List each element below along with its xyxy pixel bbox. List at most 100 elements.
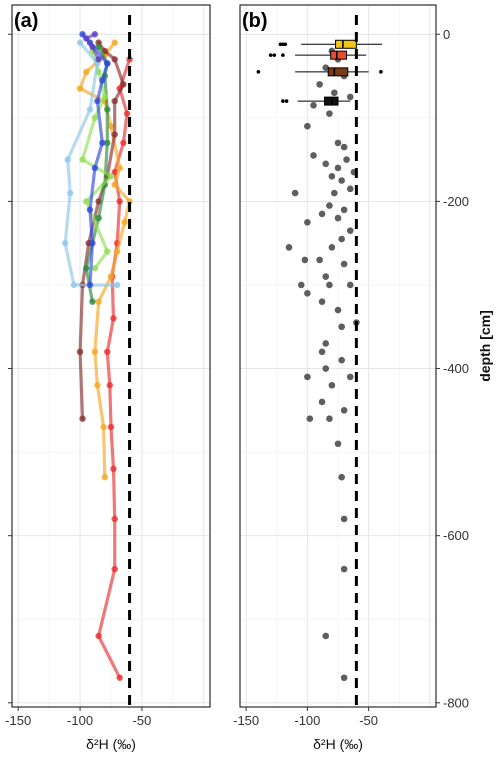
series-1-point [116, 198, 123, 205]
panel-label: (b) [242, 10, 268, 32]
x-tick-label: -50 [133, 713, 152, 728]
series-3-point [111, 97, 118, 105]
series-1-point [111, 515, 118, 523]
series-3-point [76, 348, 84, 356]
series-6-point [66, 189, 74, 197]
data-point [346, 185, 354, 193]
series-1-point [110, 465, 117, 473]
boxplot-outlier [256, 70, 261, 74]
series-2-point [101, 473, 109, 481]
series-6-point [64, 156, 71, 163]
boxplot-outlier [379, 70, 383, 74]
data-point [340, 260, 348, 268]
series-3-point [111, 56, 118, 63]
data-point [310, 101, 317, 109]
series-3-point [111, 131, 118, 138]
series-4-point [83, 265, 90, 272]
series-1-point [106, 382, 113, 389]
series-4-point [89, 298, 96, 305]
boxplot-outlier [268, 53, 273, 57]
series-8-point [95, 56, 102, 63]
x-tick-label: -150 [233, 713, 259, 728]
data-point [304, 290, 311, 297]
panel-b: -150 -100 -50 0 -200 -400 -600 -800 δ²H (‰) depth… [233, 4, 493, 752]
series-1-point [126, 56, 133, 63]
series-2-point [100, 423, 107, 431]
data-point [304, 122, 311, 130]
data-point [326, 415, 333, 422]
series-5-point [91, 265, 99, 272]
data-point [343, 156, 350, 163]
boxplot-box [330, 50, 348, 60]
data-point [334, 214, 342, 222]
series-line-6 [63, 41, 119, 287]
series-2-point [107, 273, 115, 280]
series-3-point [79, 415, 86, 422]
data-point [318, 298, 326, 305]
x-tick-label: -100 [67, 713, 93, 728]
data-point [322, 365, 330, 372]
x-axis-title: δ²H (‰) [86, 736, 136, 752]
series-2-point [83, 68, 90, 76]
series-1-point [120, 139, 127, 147]
data-point [340, 143, 348, 151]
data-point [304, 218, 311, 226]
data-point [322, 273, 330, 280]
series-4-point [95, 214, 102, 222]
data-point [326, 281, 333, 289]
series-7-point [99, 77, 106, 84]
data-point [346, 93, 354, 101]
data-point [285, 244, 293, 251]
series-2-point [91, 348, 99, 356]
series-6-point [62, 239, 69, 247]
series-2-point [95, 298, 102, 305]
data-point [322, 160, 330, 168]
data-point [326, 110, 333, 117]
series-2-point [111, 181, 118, 188]
x-axis-title: δ²H (‰) [313, 736, 363, 752]
data-point [316, 81, 323, 88]
boxplot-outlier [281, 99, 285, 103]
series-7-point [94, 97, 101, 105]
series-6-point [76, 39, 84, 46]
data-point [340, 515, 348, 523]
y-tick-label: 0 [443, 27, 450, 42]
plot-frame [239, 4, 437, 708]
series-2-point [94, 382, 101, 389]
data-point [346, 281, 354, 289]
series-8-point [83, 35, 90, 42]
boxplot-outlier [284, 99, 289, 103]
x-tick-label: -50 [359, 713, 378, 728]
series-4-point [104, 139, 111, 147]
y-axis-title: depth [cm] [477, 310, 493, 382]
data-point [318, 398, 326, 406]
series-5-point [107, 173, 115, 180]
series-5-point [101, 93, 109, 101]
data-point [340, 674, 348, 682]
data-point [331, 89, 338, 97]
data-point [334, 139, 342, 147]
series-6-point [70, 281, 78, 289]
series-8-point [91, 31, 99, 38]
series-7-point [99, 139, 106, 147]
series-1-point [111, 565, 118, 573]
data-point [322, 340, 330, 347]
plot-frame [11, 4, 211, 708]
data-point [318, 348, 326, 356]
data-point [338, 235, 345, 243]
series-7-point [86, 206, 94, 213]
data-point [340, 407, 348, 414]
series-4-point [95, 43, 102, 50]
data-point [316, 256, 323, 264]
series-line-8 [84, 32, 101, 61]
series-3-point [120, 81, 127, 88]
data-point [318, 210, 326, 218]
data-point [304, 373, 311, 381]
panel-a: -150 -100 -50 δ²H (‰) (a) [5, 4, 211, 752]
data-point [338, 473, 345, 481]
series-7-point [89, 239, 96, 247]
data-point [328, 173, 336, 180]
series-2-point [76, 85, 84, 92]
x-tick-label: -150 [5, 713, 31, 728]
boxplot-outlier [281, 53, 285, 57]
